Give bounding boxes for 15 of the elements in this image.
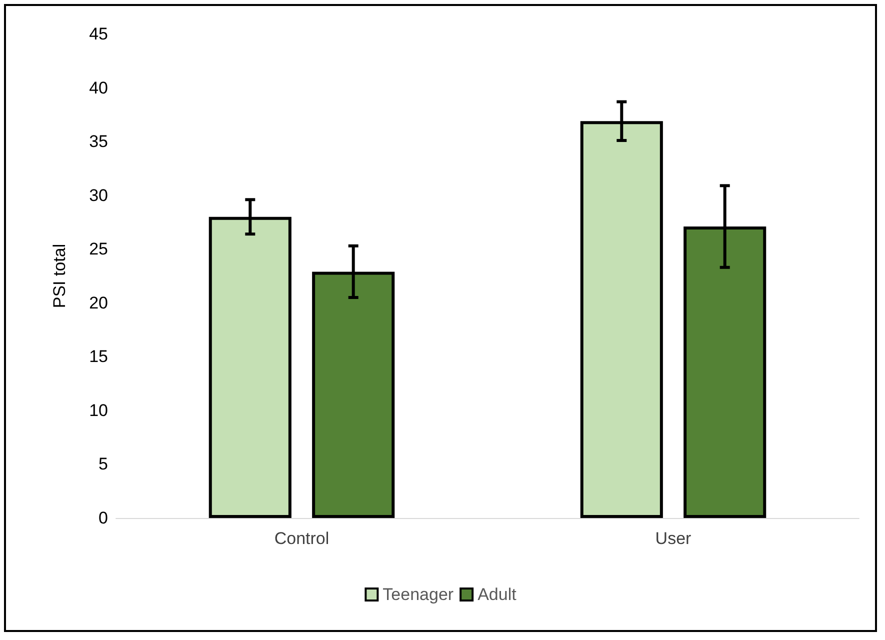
y-tick-label: 10 — [89, 400, 108, 420]
y-tick-label: 25 — [89, 240, 108, 259]
y-tick-label: 0 — [98, 508, 108, 528]
legend-label: Teenager — [382, 585, 454, 604]
x-tick-label: Control — [274, 529, 330, 548]
y-axis-title: PSI total — [50, 244, 69, 308]
y-tick-label: 5 — [98, 454, 108, 474]
y-tick-label: 20 — [89, 293, 108, 312]
y-tick-label: 15 — [89, 347, 108, 366]
y-tick-label: 45 — [89, 24, 108, 44]
y-tick-label: 40 — [89, 78, 108, 98]
y-tick-label: 35 — [89, 132, 108, 152]
y-tick-label: 30 — [89, 186, 108, 205]
x-tick-label: User — [655, 529, 692, 548]
legend-label: Adult — [478, 585, 517, 604]
